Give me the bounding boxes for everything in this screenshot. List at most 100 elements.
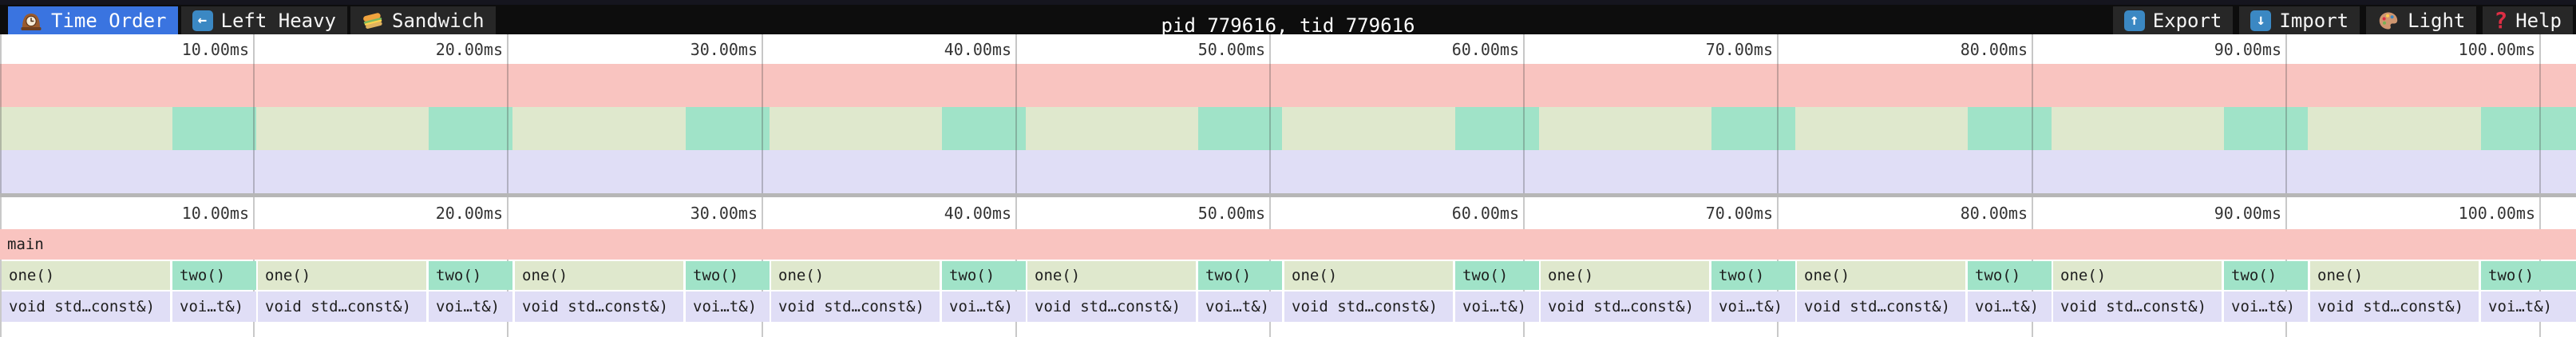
flame-cell-two[interactable]: two() — [942, 261, 1026, 290]
time-tick-label: 20.00ms — [435, 39, 503, 59]
time-tick-label: 70.00ms — [1705, 204, 1773, 223]
flame-cell-one[interactable]: one() — [2053, 261, 2222, 290]
flame-cell-two[interactable]: two() — [686, 261, 770, 290]
theme-label: Light — [2408, 9, 2466, 32]
left-arrow-icon: ← — [192, 10, 213, 31]
flame-cell-two[interactable]: two() — [2224, 261, 2308, 290]
flame-cell-one[interactable]: one() — [771, 261, 940, 290]
minimap-gridline — [1015, 34, 1017, 193]
minimap-band-depth1 — [0, 107, 2576, 150]
tab-left-heavy[interactable]: ← Left Heavy — [180, 6, 347, 34]
flame-cell-sleep-two[interactable]: voi…t&) — [1968, 291, 2052, 322]
flame-cell-one[interactable]: one() — [1284, 261, 1453, 290]
flame-cell-one[interactable]: one() — [2310, 261, 2479, 290]
time-tick-label: 90.00ms — [2214, 39, 2281, 59]
minimap[interactable]: 10.00ms 20.00ms 30.00ms 40.00ms 50.00ms 60.00… — [0, 34, 2576, 193]
minimap-gridline — [2285, 34, 2287, 193]
minimap-segment-two — [1711, 107, 1795, 150]
flame-cell-one[interactable]: one() — [1797, 261, 1965, 290]
flame-cell-one[interactable]: one() — [515, 261, 683, 290]
minimap-segment-two — [1198, 107, 1282, 150]
minimap-gridline — [1523, 34, 1525, 193]
palette-icon — [2377, 10, 2400, 32]
sandwich-icon — [362, 10, 384, 32]
time-tick-label: 50.00ms — [1197, 39, 1265, 59]
help-label: Help — [2515, 9, 2562, 32]
minimap-segment-two — [686, 107, 770, 150]
flame-cell-two[interactable]: two() — [1968, 261, 2052, 290]
clock-icon — [19, 9, 43, 33]
import-label: Import — [2279, 9, 2349, 32]
flame-cell-one[interactable]: one() — [1541, 261, 1709, 290]
tab-time-order-label: Time Order — [51, 9, 167, 32]
minimap-band-depth2 — [0, 150, 2576, 193]
import-button[interactable]: ↓ Import — [2239, 6, 2360, 34]
flame-cell-sleep-two[interactable]: voi…t&) — [2224, 291, 2308, 322]
flame-cell-sleep-two[interactable]: voi…t&) — [2481, 291, 2576, 322]
minimap-gridline — [507, 34, 508, 193]
time-tick-label: 30.00ms — [690, 39, 758, 59]
export-button[interactable]: ↑ Export — [2112, 6, 2234, 34]
flame-cell-one[interactable]: one() — [258, 261, 426, 290]
time-tick-label: 40.00ms — [944, 204, 1011, 223]
flame-cell-sleep-two[interactable]: voi…t&) — [1198, 291, 1282, 322]
flame-cell-two[interactable]: two() — [1455, 261, 1539, 290]
minimap-gridline — [2539, 34, 2541, 193]
flame-cell-sleep-one[interactable]: void std…const&) — [1284, 291, 1453, 322]
flame-cell-two[interactable]: two() — [1711, 261, 1795, 290]
flame-cell-sleep-two[interactable]: voi…t&) — [1455, 291, 1539, 322]
time-tick-label: 60.00ms — [1451, 204, 1519, 223]
flame-cell-sleep-two[interactable]: voi…t&) — [1711, 291, 1795, 322]
minimap-separator — [0, 193, 2576, 197]
flame-cell-two[interactable]: two() — [429, 261, 512, 290]
time-tick-label: 50.00ms — [1197, 204, 1265, 223]
toolbar: Time Order ← Left Heavy Sandwich pid 779… — [0, 0, 2576, 37]
time-tick-label: 60.00ms — [1451, 39, 1519, 59]
flame-cell-sleep-one[interactable]: void std…const&) — [2053, 291, 2222, 322]
minimap-segment-two — [429, 107, 512, 150]
minimap-gridline — [253, 34, 255, 193]
minimap-band-main — [0, 64, 2576, 107]
flame-cell-sleep-one[interactable]: void std…const&) — [1027, 291, 1196, 322]
minimap-segment-two — [1968, 107, 2052, 150]
tab-sandwich[interactable]: Sandwich — [350, 6, 496, 34]
flame-cell-main[interactable]: main — [0, 229, 2576, 260]
help-button[interactable]: ? Help — [2483, 6, 2573, 34]
flame-cell-sleep-one[interactable]: void std…const&) — [771, 291, 940, 322]
flame-cell-sleep-two[interactable]: voi…t&) — [686, 291, 770, 322]
flame-cell-sleep-two[interactable]: voi…t&) — [942, 291, 1026, 322]
toolbar-actions: ↑ Export ↓ Import Light ? Help — [2112, 6, 2573, 34]
flame-cell-sleep-one[interactable]: void std…const&) — [1541, 291, 1709, 322]
minimap-segment-two — [1455, 107, 1539, 150]
tab-left-heavy-label: Left Heavy — [220, 9, 337, 32]
time-tick-label: 70.00ms — [1705, 39, 1773, 59]
flame-cell-one[interactable]: one() — [2, 261, 170, 290]
theme-toggle-button[interactable]: Light — [2366, 6, 2477, 34]
flame-cell-sleep-two[interactable]: voi…t&) — [172, 291, 256, 322]
minimap-gridline — [0, 34, 2, 193]
flame-cell-one[interactable]: one() — [1027, 261, 1196, 290]
time-tick-label: 30.00ms — [690, 204, 758, 223]
time-tick-label: 100.00ms — [2458, 204, 2535, 223]
time-tick-label: 10.00ms — [181, 204, 249, 223]
tab-sandwich-label: Sandwich — [392, 9, 485, 32]
time-tick-label: 40.00ms — [944, 39, 1011, 59]
flame-cell-sleep-one[interactable]: void std…const&) — [258, 291, 426, 322]
flame-cell-two[interactable]: two() — [172, 261, 256, 290]
flame-cell-sleep-one[interactable]: void std…const&) — [2, 291, 170, 322]
tab-time-order[interactable]: Time Order — [8, 6, 178, 34]
import-icon: ↓ — [2250, 10, 2272, 31]
flamegraph-view[interactable]: 10.00ms 20.00ms 30.00ms 40.00ms 50.00ms 60.00… — [0, 197, 2576, 337]
flame-cell-sleep-one[interactable]: void std…const&) — [1797, 291, 1965, 322]
minimap-gridline — [2032, 34, 2033, 193]
time-tick-label: 80.00ms — [1960, 204, 2028, 223]
export-label: Export — [2152, 9, 2222, 32]
minimap-gridline — [1777, 34, 1779, 193]
flame-cell-two[interactable]: two() — [1198, 261, 1282, 290]
time-tick-label: 10.00ms — [181, 39, 249, 59]
flame-cell-two[interactable]: two() — [2481, 261, 2576, 290]
flame-cell-sleep-two[interactable]: voi…t&) — [429, 291, 512, 322]
time-tick-label: 20.00ms — [435, 204, 503, 223]
flame-cell-sleep-one[interactable]: void std…const&) — [515, 291, 683, 322]
flame-cell-sleep-one[interactable]: void std…const&) — [2310, 291, 2479, 322]
